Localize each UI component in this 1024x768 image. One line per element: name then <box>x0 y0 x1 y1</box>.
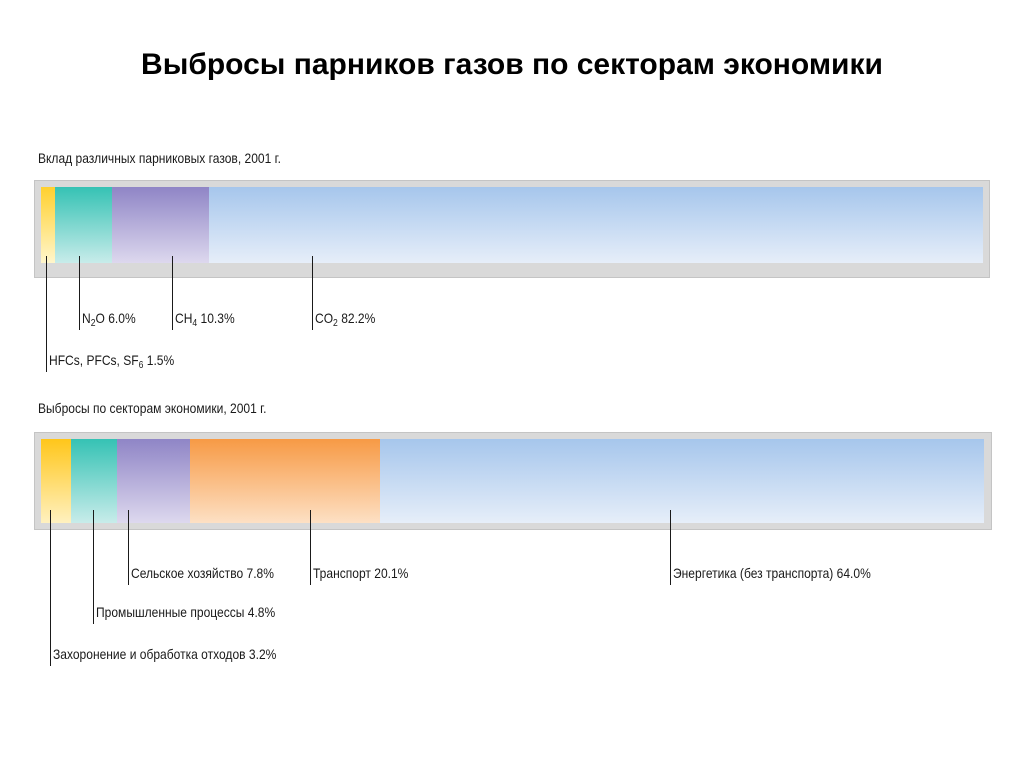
leader-line <box>128 510 129 585</box>
bar-segment-co2 <box>208 187 983 263</box>
bar-track <box>41 187 983 263</box>
segment-label-транспорт: Транспорт 20.1% <box>313 565 409 581</box>
segment-label-co2: CO2 82.2% <box>315 310 376 329</box>
bar-frame <box>34 180 990 278</box>
leader-line <box>46 256 47 372</box>
leader-line <box>79 256 80 330</box>
page-title: Выбросы парников газов по секторам эконо… <box>141 48 883 81</box>
segment-label-ch4: CH4 10.3% <box>175 310 235 329</box>
bar-segment-захоронение-и-обработка-отходов <box>41 439 72 523</box>
bar-segment-ch4 <box>111 187 209 263</box>
bar-segment-транспорт <box>190 439 380 523</box>
bar-segment-промышленные-процессы <box>71 439 117 523</box>
bar-segment-энергетика-без-транспорта <box>379 439 985 523</box>
segment-label-hfcs-pfcs-sf6: HFCs, PFCs, SF6 1.5% <box>49 352 175 371</box>
bar-segment-сельское-хозяйство <box>116 439 191 523</box>
segment-label-сельское-хозяйство: Сельское хозяйство 7.8% <box>131 565 274 581</box>
segment-label-захоронение-и-обработка-отходов: Захоронение и обработка отходов 3.2% <box>53 646 277 662</box>
chart-title: Вклад различных парниковых газов, 2001 г… <box>38 150 281 166</box>
chart-title: Выбросы по секторам экономики, 2001 г. <box>38 400 267 416</box>
segment-label-n2o: N2O 6.0% <box>82 310 136 329</box>
bar-segment-hfcs-pfcs-sf6 <box>41 187 56 263</box>
bar-segment-n2o <box>55 187 112 263</box>
leader-line <box>93 510 94 624</box>
bar-frame <box>34 432 992 530</box>
leader-line <box>670 510 671 585</box>
bar-track <box>41 439 985 523</box>
leader-line <box>50 510 51 666</box>
leader-line <box>172 256 173 330</box>
segment-label-промышленные-процессы: Промышленные процессы 4.8% <box>96 604 276 620</box>
leader-line <box>310 510 311 585</box>
leader-line <box>312 256 313 330</box>
segment-label-энергетика-без-транспорта: Энергетика (без транспорта) 64.0% <box>673 565 871 581</box>
